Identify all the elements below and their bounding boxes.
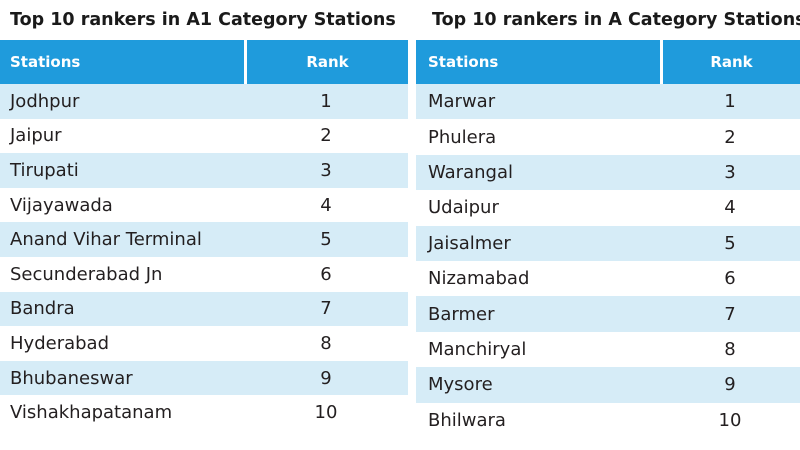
a1-header-stations: Stations: [0, 40, 244, 84]
table-row: Manchiryal 8: [416, 332, 800, 367]
station-name: Vijayawada: [10, 194, 113, 216]
station-rank: 6: [320, 263, 332, 285]
a-header-rank: Rank: [663, 40, 800, 84]
station-name: Vishakhapatanam: [10, 402, 173, 424]
station-rank: 9: [724, 374, 736, 396]
table-row: Phulera 2: [416, 119, 800, 154]
table-row: Nizamabad 6: [416, 261, 800, 296]
table-row: Mysore 9: [416, 367, 800, 403]
station-rank: 9: [320, 367, 332, 389]
station-name: Mysore: [428, 374, 493, 396]
table-row: Bandra 7: [0, 291, 408, 327]
table-row: Anand Vihar Terminal 5: [0, 222, 408, 257]
station-name: Jaipur: [10, 125, 62, 147]
table-row: Bhubaneswar 9: [0, 360, 408, 396]
station-name: Manchiryal: [428, 338, 527, 360]
table-row: Tirupati 3: [0, 153, 408, 188]
a1-table-body: Jodhpur 1 Jaipur 2 Tirupati 3 Vijayawada 4 A…: [0, 84, 408, 430]
a-header-stations: Stations: [416, 40, 660, 84]
a1-table-title: Top 10 rankers in A1 Category Stations: [10, 10, 396, 30]
a1-table-header: Stations Rank: [0, 40, 408, 84]
station-name: Bhilwara: [428, 409, 506, 431]
table-row: Bhilwara 10: [416, 403, 800, 438]
station-name: Jodhpur: [10, 90, 80, 112]
station-rank: 5: [724, 232, 736, 254]
table-row: Udaipur 4: [416, 190, 800, 225]
a-category-panel: Top 10 rankers in A Category Stations St…: [416, 0, 800, 438]
station-name: Nizamabad: [428, 268, 530, 290]
table-row: Vishakhapatanam 10: [0, 395, 408, 430]
station-rank: 4: [724, 197, 736, 219]
station-rank: 8: [724, 338, 736, 360]
station-name: Barmer: [428, 303, 495, 325]
station-rank: 1: [724, 91, 736, 113]
table-row: Vijayawada 4: [0, 188, 408, 223]
a1-header-rank: Rank: [247, 40, 408, 84]
station-name: Anand Vihar Terminal: [10, 229, 202, 251]
table-row: Barmer 7: [416, 296, 800, 332]
station-name: Phulera: [428, 126, 497, 148]
table-row: Jaisalmer 5: [416, 225, 800, 261]
station-name: Tirupati: [10, 159, 79, 181]
table-row: Secunderabad Jn 6: [0, 257, 408, 292]
station-rank: 7: [724, 303, 736, 325]
station-rank: 2: [724, 126, 736, 148]
a-table-body: Marwar 1 Phulera 2 Warangal 3 Udaipur 4 Jais…: [416, 84, 800, 438]
station-rank: 4: [320, 194, 332, 216]
station-rank: 5: [320, 229, 332, 251]
table-row: Jodhpur 1: [0, 84, 408, 119]
table-row: Marwar 1: [416, 84, 800, 120]
station-rank: 10: [718, 409, 742, 431]
table-row: Jaipur 2: [0, 119, 408, 154]
station-name: Jaisalmer: [428, 232, 511, 254]
station-rank: 1: [320, 90, 332, 112]
a-table-header: Stations Rank: [416, 40, 800, 84]
station-rank: 8: [320, 332, 332, 354]
station-rank: 10: [314, 402, 338, 424]
table-row: Warangal 3: [416, 154, 800, 191]
station-rank: 3: [724, 161, 736, 183]
station-rank: 7: [320, 298, 332, 320]
station-name: Warangal: [428, 161, 513, 183]
station-rank: 6: [724, 268, 736, 290]
station-rank: 2: [320, 125, 332, 147]
station-name: Udaipur: [428, 197, 499, 219]
station-name: Secunderabad Jn: [10, 263, 163, 285]
station-name: Bhubaneswar: [10, 367, 133, 389]
table-row: Hyderabad 8: [0, 326, 408, 361]
a1-category-panel: Top 10 rankers in A1 Category Stations S…: [0, 0, 408, 430]
station-rank: 3: [320, 159, 332, 181]
station-name: Bandra: [10, 298, 75, 320]
a-table-title: Top 10 rankers in A Category Stations: [432, 10, 800, 30]
station-name: Marwar: [428, 91, 496, 113]
station-name: Hyderabad: [10, 332, 109, 354]
